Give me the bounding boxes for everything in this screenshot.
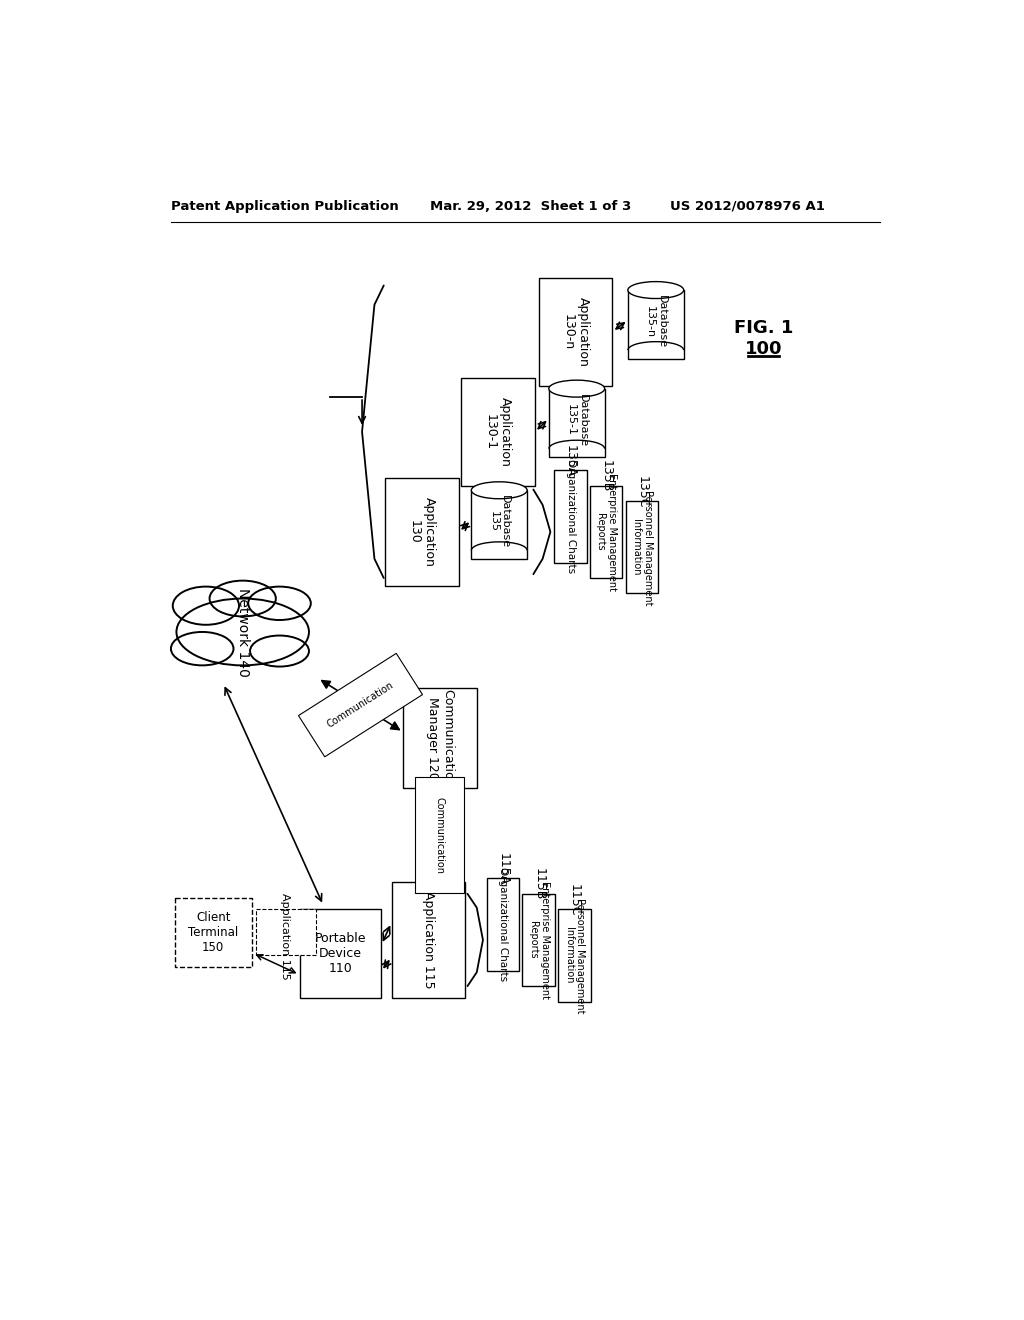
FancyBboxPatch shape (461, 378, 535, 486)
Text: Application 115: Application 115 (422, 891, 435, 989)
Ellipse shape (248, 586, 311, 620)
Text: Enterprise Management
Reports: Enterprise Management Reports (528, 880, 550, 999)
Text: Communication: Communication (435, 797, 445, 874)
Ellipse shape (250, 635, 309, 667)
Text: US 2012/0078976 A1: US 2012/0078976 A1 (671, 199, 825, 213)
Text: Database
135: Database 135 (488, 495, 510, 549)
Text: Database
135-n: Database 135-n (645, 296, 667, 348)
Text: Patent Application Publication: Patent Application Publication (171, 199, 398, 213)
Text: Organizational Charts: Organizational Charts (565, 459, 575, 573)
Text: Organizational Charts: Organizational Charts (498, 867, 508, 982)
Text: Portable
Device
110: Portable Device 110 (315, 932, 367, 975)
FancyBboxPatch shape (626, 502, 658, 594)
Ellipse shape (549, 380, 604, 397)
Text: Communication: Communication (326, 680, 395, 730)
Text: Personnel Management
Information: Personnel Management Information (563, 898, 585, 1014)
FancyBboxPatch shape (522, 894, 555, 986)
FancyBboxPatch shape (628, 290, 684, 359)
FancyBboxPatch shape (558, 909, 591, 1002)
FancyBboxPatch shape (486, 878, 519, 970)
FancyBboxPatch shape (403, 688, 477, 788)
FancyBboxPatch shape (391, 882, 465, 998)
Text: 135C: 135C (635, 475, 648, 508)
Text: 115B: 115B (532, 869, 545, 900)
Text: Application 115: Application 115 (281, 892, 291, 979)
Ellipse shape (471, 482, 527, 499)
Text: Database
135-1: Database 135-1 (566, 393, 588, 447)
Text: Communication
Manager 120: Communication Manager 120 (426, 689, 454, 788)
Ellipse shape (176, 598, 309, 665)
Text: Application
130-n: Application 130-n (561, 297, 590, 367)
Text: Application
130: Application 130 (409, 496, 436, 566)
Text: 135A: 135A (564, 445, 578, 477)
FancyBboxPatch shape (549, 388, 604, 457)
Text: Personnel Management
Information: Personnel Management Information (631, 490, 652, 605)
Ellipse shape (210, 581, 275, 616)
Ellipse shape (173, 586, 239, 624)
Text: Client
Terminal
150: Client Terminal 150 (188, 911, 239, 954)
FancyBboxPatch shape (471, 490, 527, 558)
FancyBboxPatch shape (539, 277, 612, 385)
FancyBboxPatch shape (174, 898, 252, 966)
Text: Mar. 29, 2012  Sheet 1 of 3: Mar. 29, 2012 Sheet 1 of 3 (430, 199, 632, 213)
Text: 135B: 135B (600, 461, 612, 492)
FancyBboxPatch shape (385, 478, 459, 586)
Text: FIG. 1: FIG. 1 (734, 319, 794, 337)
Text: Application
130-1: Application 130-1 (484, 397, 512, 467)
Text: 100: 100 (744, 341, 782, 358)
Text: 115A: 115A (497, 853, 510, 886)
Text: Enterprise Management
Reports: Enterprise Management Reports (595, 473, 617, 591)
Ellipse shape (171, 632, 233, 665)
FancyBboxPatch shape (300, 909, 381, 998)
Text: 115C: 115C (568, 883, 581, 916)
Ellipse shape (628, 281, 684, 298)
FancyBboxPatch shape (256, 909, 316, 956)
Text: Network 140: Network 140 (236, 587, 250, 676)
FancyBboxPatch shape (590, 486, 623, 578)
FancyBboxPatch shape (554, 470, 587, 562)
